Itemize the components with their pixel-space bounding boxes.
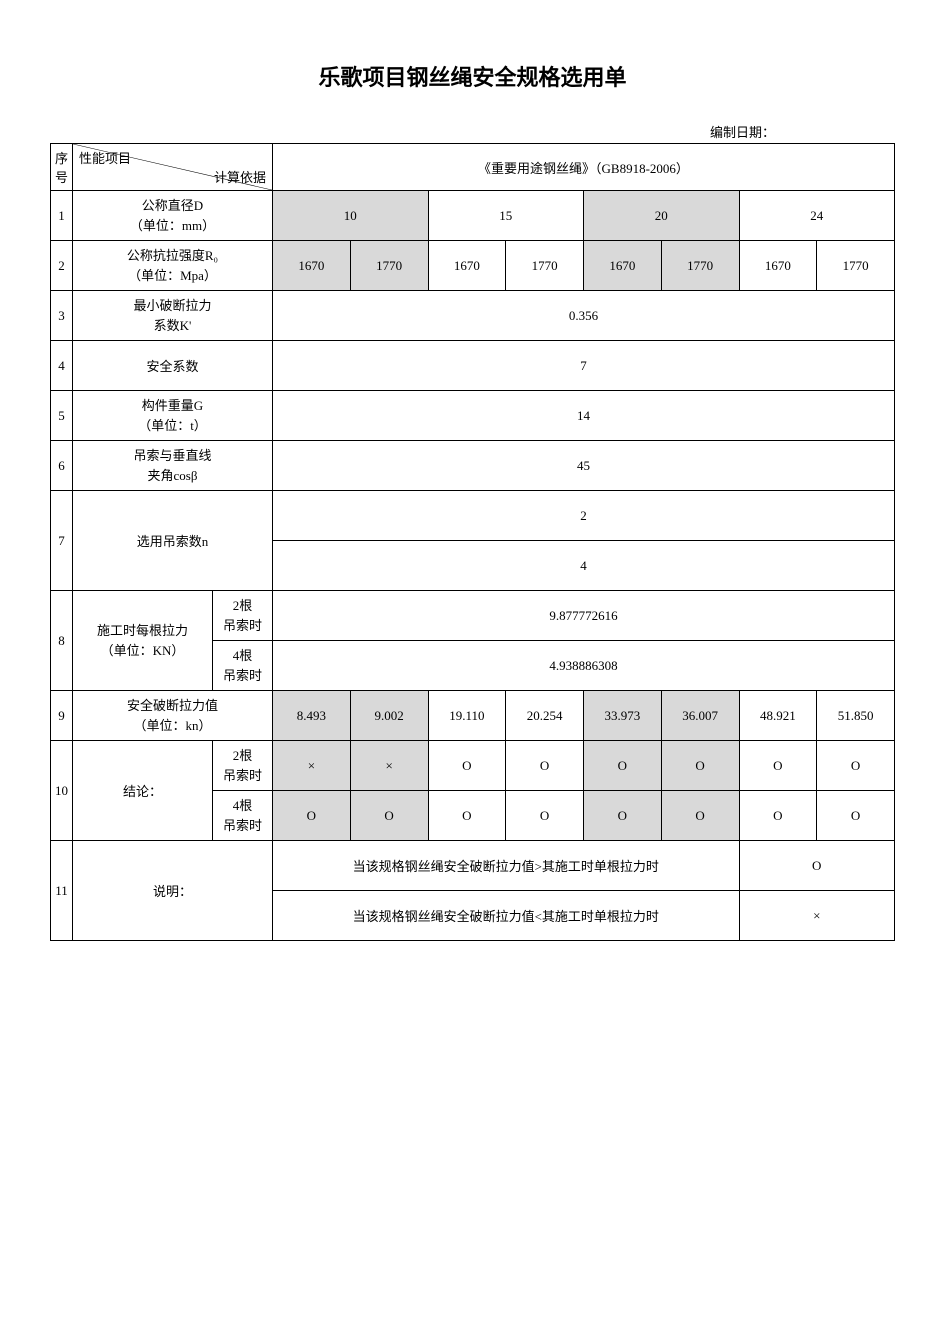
r10-2-6: O [739,791,817,841]
r11-n: 11 [51,841,73,941]
r10-2-7: O [817,791,895,841]
r9-v5: 36.007 [661,691,739,741]
r10-1-6: O [739,741,817,791]
r7-label: 选用吊索数n [73,491,273,591]
r9-label: 安全破断拉力值（单位：kn） [73,691,273,741]
r2-v1: 1770 [350,241,428,291]
r2-n: 2 [51,241,73,291]
r2-v3: 1770 [506,241,584,291]
r5-v: 14 [273,391,895,441]
r1-v1: 15 [428,191,584,241]
r9-v4: 33.973 [584,691,662,741]
r1-v3: 24 [739,191,895,241]
r9-v2: 19.110 [428,691,506,741]
r2-v0: 1670 [273,241,351,291]
r6-v: 45 [273,441,895,491]
r10-1-0: × [273,741,351,791]
r7-v2: 4 [273,541,895,591]
meta-date: 编制日期： [50,122,895,141]
r10-sub1: 2根吊索时 [213,741,273,791]
r8-sub1: 2根吊索时 [213,591,273,641]
r6-label: 吊索与垂直线夹角cosβ [73,441,273,491]
r4-label: 安全系数 [73,341,273,391]
r1-v0: 10 [273,191,429,241]
r9-v0: 8.493 [273,691,351,741]
r10-2-3: O [506,791,584,841]
diag-left: 性能项目 [79,148,131,167]
r4-n: 4 [51,341,73,391]
r8-v2: 4.938886308 [273,641,895,691]
r10-1-7: O [817,741,895,791]
diag-right: 计算依据 [214,167,266,186]
r5-n: 5 [51,391,73,441]
r9-n: 9 [51,691,73,741]
r3-n: 3 [51,291,73,341]
r10-2-5: O [661,791,739,841]
col-seq: 序号 [51,144,73,191]
r2-v7: 1770 [817,241,895,291]
r2-v6: 1670 [739,241,817,291]
r1-label: 公称直径D（单位：mm） [73,191,273,241]
r1-n: 1 [51,191,73,241]
r6-n: 6 [51,441,73,491]
page-title: 乐歌项目钢丝绳安全规格选用单 [50,60,895,92]
r8-v1: 9.877772616 [273,591,895,641]
r11-line1: 当该规格钢丝绳安全破断拉力值>其施工时单根拉力时 [273,841,740,891]
r9-v3: 20.254 [506,691,584,741]
r7-v1: 2 [273,491,895,541]
r10-1-1: × [350,741,428,791]
r11-sym2: × [739,891,895,941]
r9-v1: 9.002 [350,691,428,741]
r4-v: 7 [273,341,895,391]
r8-sub2: 4根吊索时 [213,641,273,691]
r10-n: 10 [51,741,73,841]
r9-v6: 48.921 [739,691,817,741]
r10-1-2: O [428,741,506,791]
r10-1-5: O [661,741,739,791]
r8-n: 8 [51,591,73,691]
r10-1-4: O [584,741,662,791]
r2-v2: 1670 [428,241,506,291]
r10-2-0: O [273,791,351,841]
standard-header: 《重要用途钢丝绳》（GB8918-2006） [273,144,895,191]
r10-label: 结论： [73,741,213,841]
r8-label: 施工时每根拉力（单位：KN） [73,591,213,691]
r3-label: 最小破断拉力系数K' [73,291,273,341]
r10-1-3: O [506,741,584,791]
r2-v4: 1670 [584,241,662,291]
r10-sub2: 4根吊索时 [213,791,273,841]
r10-2-1: O [350,791,428,841]
r3-v: 0.356 [273,291,895,341]
r5-label: 构件重量G（单位：t） [73,391,273,441]
spec-table: 序号 性能项目 计算依据 《重要用途钢丝绳》（GB8918-2006） 1 公称… [50,143,895,941]
r1-v2: 20 [584,191,740,241]
diag-header: 性能项目 计算依据 [73,144,273,191]
r2-label: 公称抗拉强度R₀（单位：Mpa） [73,241,273,291]
r10-2-2: O [428,791,506,841]
r11-sym1: O [739,841,895,891]
r10-2-4: O [584,791,662,841]
r11-line2: 当该规格钢丝绳安全破断拉力值<其施工时单根拉力时 [273,891,740,941]
r7-n: 7 [51,491,73,591]
r2-v5: 1770 [661,241,739,291]
r9-v7: 51.850 [817,691,895,741]
r11-label: 说明： [73,841,273,941]
